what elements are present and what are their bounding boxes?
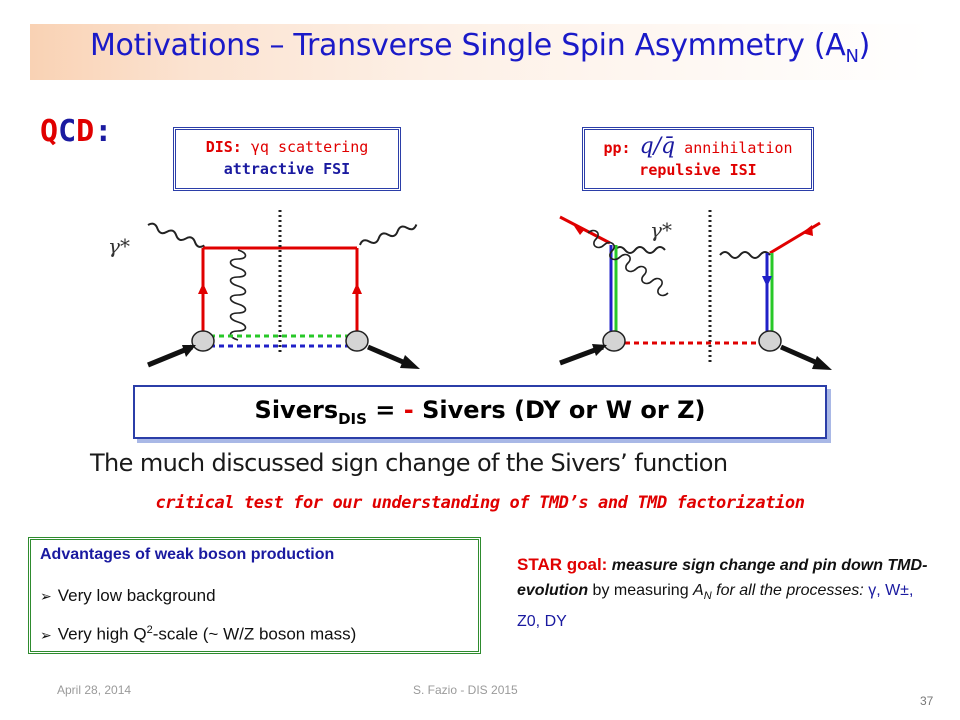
qcd-label: QCD: xyxy=(40,114,112,149)
qcd-letter: C xyxy=(58,114,77,149)
gamma-star-label: γ* xyxy=(650,218,672,242)
arrow-icon xyxy=(762,276,772,287)
photon-line xyxy=(359,224,418,246)
footer-date: April 28, 2014 xyxy=(57,683,132,697)
feynman-diagrams: γ* γ* xyxy=(108,210,832,370)
slide-title: Motivations – Transverse Single Spin Asy… xyxy=(89,28,871,67)
photon-line xyxy=(719,251,771,259)
arrow-icon xyxy=(802,225,813,236)
critical-test-text: critical test for our understanding of T… xyxy=(155,493,805,513)
advantages-box xyxy=(28,537,481,654)
pp-diagram: γ* xyxy=(559,210,832,370)
photon-line xyxy=(147,222,205,248)
qcd-letter: : xyxy=(94,114,113,149)
arrow-icon xyxy=(352,283,362,294)
star-goal-text: STAR goal: measure sign change and pin d… xyxy=(517,555,928,631)
bullet-arrow-icon: ➢ xyxy=(40,588,52,604)
gluon-line xyxy=(229,249,247,341)
advantage-item: ➢ Very low background xyxy=(40,586,216,605)
dis-diagram: γ* xyxy=(108,210,420,369)
gamma-star-label: γ* xyxy=(108,234,130,258)
arrow-icon xyxy=(182,345,196,357)
footer-author: S. Fazio - DIS 2015 xyxy=(413,683,518,697)
advantage-item: ➢ Very high Q2-scale (~ W/Z boson mass) xyxy=(40,624,357,644)
arrow-icon xyxy=(592,344,607,356)
arrow-icon xyxy=(812,356,832,370)
quark-line xyxy=(769,221,821,255)
qcd-letter: D xyxy=(76,114,95,149)
advantages-title: Advantages of weak boson production xyxy=(40,546,335,563)
hadron-blob xyxy=(602,330,626,352)
qcd-letter: Q xyxy=(40,114,59,149)
photon-line xyxy=(614,246,666,254)
gluon-line xyxy=(587,229,669,297)
bullet-arrow-icon: ➢ xyxy=(40,626,52,643)
title-bar xyxy=(30,24,930,80)
hadron-blob xyxy=(191,330,215,352)
dis-box: DIS: γq scattering attractive FSI xyxy=(173,127,401,191)
sign-change-text: The much discussed sign change of the Si… xyxy=(90,449,728,477)
arrow-icon xyxy=(400,355,420,369)
sivers-relation-box: SiversDIS = - Sivers (DY or W or Z) xyxy=(133,385,827,439)
quark-line xyxy=(559,215,611,245)
slide-number: 37 xyxy=(920,694,934,708)
pp-box: pp: q/q̄ annihilation repulsive ISI xyxy=(582,127,814,191)
arrow-icon xyxy=(198,283,208,294)
hadron-blob xyxy=(345,330,369,352)
hadron-blob xyxy=(758,330,782,352)
arrow-icon xyxy=(574,226,585,235)
